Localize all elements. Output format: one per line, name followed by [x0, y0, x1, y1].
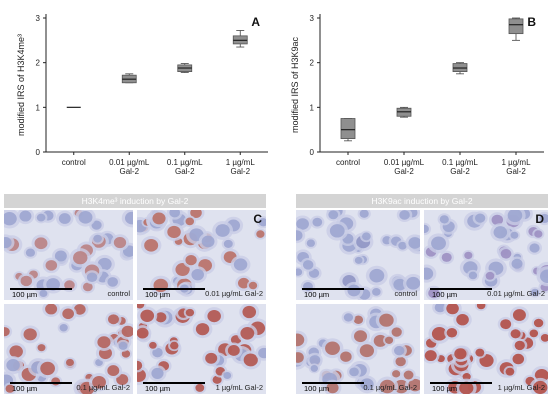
- scale-label: 100 µm: [145, 384, 171, 393]
- cell-image: [4, 210, 133, 300]
- y-axis-label: modified IRS of H3K4me³: [16, 34, 26, 136]
- cell-image: [296, 304, 420, 394]
- panel-letter-d: D: [535, 212, 544, 226]
- micrograph-tile: 100 µm 0.01 µg/mL Gal-2: [137, 210, 266, 300]
- micrograph-tile: 100 µm 0.01 µg/mL Gal-2: [424, 210, 548, 300]
- y-axis-label: modified IRS of H3K9ac: [290, 36, 300, 133]
- scale-label: 100 µm: [304, 290, 330, 299]
- cell-image: [296, 210, 420, 300]
- x-tick-label: 0.1 µg/mL: [442, 158, 478, 167]
- x-tick-label: Gal-2: [230, 167, 250, 176]
- condition-label: 0.1 µg/mL Gal-2: [76, 383, 130, 392]
- box-1: [121, 73, 137, 84]
- cell-image: [424, 210, 548, 300]
- condition-label: 0.01 µg/mL Gal-2: [487, 289, 545, 298]
- x-tick-label: Gal-2: [119, 167, 139, 176]
- box-3: [232, 30, 248, 48]
- condition-label: 1 µg/mL Gal-2: [215, 383, 263, 392]
- x-tick-label: Gal-2: [175, 167, 195, 176]
- box-body: [508, 18, 524, 35]
- micrograph-tile: 100 µm 1 µg/mL Gal-2: [424, 304, 548, 394]
- scale-label: 100 µm: [432, 290, 458, 299]
- condition-label: 0.01 µg/mL Gal-2: [205, 289, 263, 298]
- condition-label: 1 µg/mL Gal-2: [497, 383, 545, 392]
- scale-bar: [10, 382, 72, 384]
- micrograph-section-c: H3K4me³ induction by Gal-2 100 µm control…: [4, 194, 266, 398]
- x-tick-label: Gal-2: [506, 167, 526, 176]
- scale-bar: [143, 288, 205, 290]
- panel-letter: A: [251, 15, 260, 29]
- scale-bar: [143, 382, 205, 384]
- micrograph-tile: 100 µm control: [4, 210, 133, 300]
- scale-bar: [302, 288, 364, 290]
- panel-letter: B: [527, 15, 536, 29]
- scale-label: 100 µm: [432, 384, 458, 393]
- scale-bar: [10, 288, 72, 290]
- micrograph-tile: 100 µm 1 µg/mL Gal-2: [137, 304, 266, 394]
- scale-label: 100 µm: [12, 384, 38, 393]
- y-tick-label: 2: [36, 59, 41, 68]
- x-tick-label: 0.01 µg/mL: [109, 158, 150, 167]
- micrograph-tile: 100 µm 0.1 µg/mL Gal-2: [296, 304, 420, 394]
- x-tick-label: control: [62, 158, 86, 167]
- x-tick-label: 0.1 µg/mL: [167, 158, 203, 167]
- y-tick-label: 0: [36, 148, 41, 157]
- box-body: [340, 118, 356, 140]
- y-tick-label: 2: [310, 59, 315, 68]
- x-tick-label: 1 µg/mL: [226, 158, 256, 167]
- scale-bar: [430, 288, 492, 290]
- condition-label: control: [107, 289, 130, 298]
- micrograph-tile: 100 µm control: [296, 210, 420, 300]
- banner-d: H3K9ac induction by Gal-2: [296, 194, 548, 208]
- y-tick-label: 1: [36, 103, 41, 112]
- panel-letter-c: C: [253, 212, 262, 226]
- y-tick-label: 1: [310, 103, 315, 112]
- scale-label: 100 µm: [145, 290, 171, 299]
- cell-image: [4, 304, 133, 394]
- scale-label: 100 µm: [12, 290, 38, 299]
- banner-c: H3K4me³ induction by Gal-2: [4, 194, 266, 208]
- x-tick-label: 0.01 µg/mL: [384, 158, 425, 167]
- box-2: [177, 63, 193, 73]
- cell-image: [424, 304, 548, 394]
- y-tick-label: 0: [310, 148, 315, 157]
- x-tick-label: Gal-2: [450, 167, 470, 176]
- cell-image: [137, 210, 266, 300]
- box-2: [452, 62, 468, 75]
- cell-image: [137, 304, 266, 394]
- micrograph-tile: 100 µm 0.1 µg/mL Gal-2: [4, 304, 133, 394]
- box-1: [396, 106, 412, 118]
- scale-bar: [302, 382, 364, 384]
- x-tick-label: Gal-2: [394, 167, 414, 176]
- y-tick-label: 3: [310, 14, 315, 23]
- box-0: [340, 118, 356, 142]
- condition-label: 0.1 µg/mL Gal-2: [363, 383, 417, 392]
- x-tick-label: control: [336, 158, 360, 167]
- scale-label: 100 µm: [304, 384, 330, 393]
- scale-bar: [430, 382, 492, 384]
- box-3: [508, 17, 524, 41]
- x-tick-label: 1 µg/mL: [501, 158, 531, 167]
- y-tick-label: 3: [36, 14, 41, 23]
- condition-label: control: [394, 289, 417, 298]
- micrograph-section-d: H3K9ac induction by Gal-2 100 µm control 1…: [296, 194, 548, 398]
